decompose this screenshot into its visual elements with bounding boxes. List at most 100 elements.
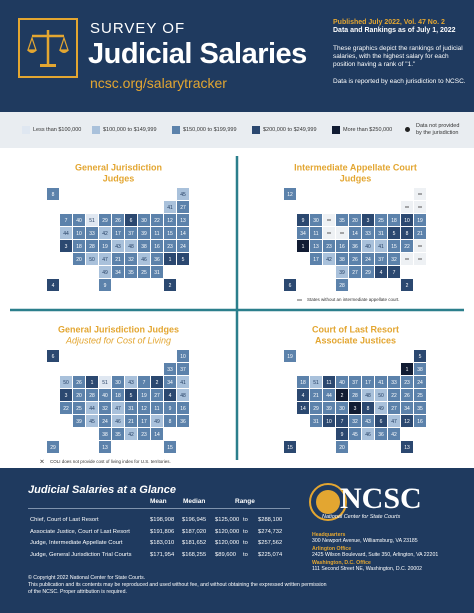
table-cell: to bbox=[243, 540, 248, 546]
state-tile bbox=[349, 240, 361, 252]
state-rank: 6 bbox=[52, 354, 55, 360]
state-rank: 27 bbox=[180, 205, 186, 211]
state-rank: 9 bbox=[302, 218, 305, 224]
state-rank: 19 bbox=[102, 244, 108, 250]
state-rank: 11 bbox=[326, 380, 331, 386]
state-tile bbox=[401, 376, 413, 388]
state-tile bbox=[375, 253, 387, 265]
state-tile bbox=[336, 402, 348, 414]
state-rank: 33 bbox=[391, 380, 397, 386]
state-rank: 31 bbox=[313, 419, 319, 425]
state-rank: 17 bbox=[141, 419, 147, 425]
state-tile bbox=[349, 227, 361, 239]
state-rank: 12 bbox=[287, 192, 293, 198]
state-tile bbox=[138, 415, 150, 427]
state-tile bbox=[73, 253, 85, 265]
state-rank: 33 bbox=[167, 367, 173, 373]
state-rank: 32 bbox=[128, 257, 134, 263]
state-rank: 47 bbox=[115, 406, 121, 412]
state-tile bbox=[362, 266, 374, 278]
table-cell: $198,908 bbox=[150, 517, 175, 523]
state-tile bbox=[349, 415, 361, 427]
state-tile bbox=[388, 240, 400, 252]
state-rank: 2 bbox=[341, 393, 344, 399]
state-rank: 7 bbox=[341, 419, 344, 425]
legend-swatch bbox=[252, 126, 260, 134]
state-rank: 35 bbox=[417, 406, 423, 412]
state-tile bbox=[401, 402, 413, 414]
main-title: Judicial Salaries bbox=[88, 38, 307, 70]
state-tile bbox=[362, 227, 374, 239]
state-rank: 42 bbox=[102, 231, 108, 237]
state-rank: 11 bbox=[313, 231, 318, 237]
state-tile bbox=[99, 279, 111, 291]
state-rank: 8 bbox=[406, 231, 409, 237]
table-cell: $257,562 bbox=[258, 540, 283, 546]
state-tile bbox=[164, 214, 176, 226]
state-rank: 16 bbox=[154, 244, 160, 250]
state-rank: 39 bbox=[141, 231, 147, 237]
state-rank: 23 bbox=[404, 380, 410, 386]
map-title: Judges bbox=[340, 173, 372, 183]
state-rank: 30 bbox=[115, 380, 121, 386]
state-tile bbox=[112, 266, 124, 278]
state-tile bbox=[112, 376, 124, 388]
state-rank: 8 bbox=[367, 406, 370, 412]
state-rank: 31 bbox=[378, 231, 384, 237]
as-of: Data and Rankings as of July 1, 2022 bbox=[333, 27, 456, 34]
table-cell: to bbox=[243, 528, 248, 535]
state-tile bbox=[125, 389, 137, 401]
state-rank: 26 bbox=[76, 380, 82, 386]
state-tile bbox=[177, 240, 189, 252]
state-tile bbox=[177, 253, 189, 265]
state-rank: 14 bbox=[300, 406, 306, 412]
legend-swatch bbox=[172, 126, 180, 134]
table-cell: to bbox=[243, 551, 248, 558]
state-rank: 50 bbox=[378, 393, 384, 399]
state-rank: 26 bbox=[352, 257, 358, 263]
office-address: 2425 Wilson Boulevard, Suite 350, Arling… bbox=[312, 552, 439, 558]
state-tile bbox=[112, 227, 124, 239]
state-tile bbox=[86, 214, 98, 226]
state-tile bbox=[375, 214, 387, 226]
map-note: States without an intermediate appellate… bbox=[307, 297, 400, 302]
state-tile bbox=[336, 266, 348, 278]
state-tile bbox=[414, 402, 426, 414]
footer: Judicial Salaries at a Glance Mean Median… bbox=[0, 468, 474, 613]
state-tile bbox=[310, 389, 322, 401]
link[interactable]: ncsc.org/salarytracker bbox=[90, 75, 227, 91]
table-cell: $125,000 bbox=[215, 517, 240, 523]
state-rank: 37 bbox=[128, 231, 134, 237]
header: SURVEY OF Judicial Salaries ncsc.org/sal… bbox=[0, 0, 474, 112]
state-rank: 15 bbox=[167, 231, 173, 237]
state-tile bbox=[125, 214, 137, 226]
state-rank: 3 bbox=[65, 244, 68, 250]
state-rank: 41 bbox=[378, 244, 384, 250]
table-cell: $181,652 bbox=[182, 540, 207, 546]
map-title: Judges bbox=[103, 173, 135, 183]
legend: Less than $100,000 $100,000 to $149,999 $1… bbox=[0, 112, 474, 148]
state-rank: 19 bbox=[141, 393, 147, 399]
state-tile bbox=[151, 227, 163, 239]
state-tile bbox=[99, 227, 111, 239]
state-rank: 10 bbox=[76, 231, 82, 237]
office-name: Washington, D.C. Office bbox=[312, 560, 371, 566]
state-rank: 37 bbox=[180, 367, 186, 373]
state-rank: 4 bbox=[380, 270, 383, 276]
state-tile bbox=[414, 363, 426, 375]
state-rank: 6 bbox=[130, 218, 133, 224]
state-tile bbox=[138, 402, 150, 414]
state-rank: 18 bbox=[300, 380, 306, 386]
state-tile bbox=[73, 214, 85, 226]
office-name: Arlington Office bbox=[312, 546, 352, 552]
state-rank: 34 bbox=[300, 231, 306, 237]
state-rank: 44 bbox=[63, 231, 69, 237]
state-tile bbox=[125, 266, 137, 278]
state-rank: 37 bbox=[352, 380, 358, 386]
state-rank: 6 bbox=[289, 283, 292, 289]
state-rank: 22 bbox=[154, 218, 160, 224]
state-tile bbox=[73, 376, 85, 388]
table-cell: $225,074 bbox=[258, 551, 283, 558]
state-rank: 19 bbox=[287, 354, 293, 360]
state-tile bbox=[336, 279, 348, 291]
